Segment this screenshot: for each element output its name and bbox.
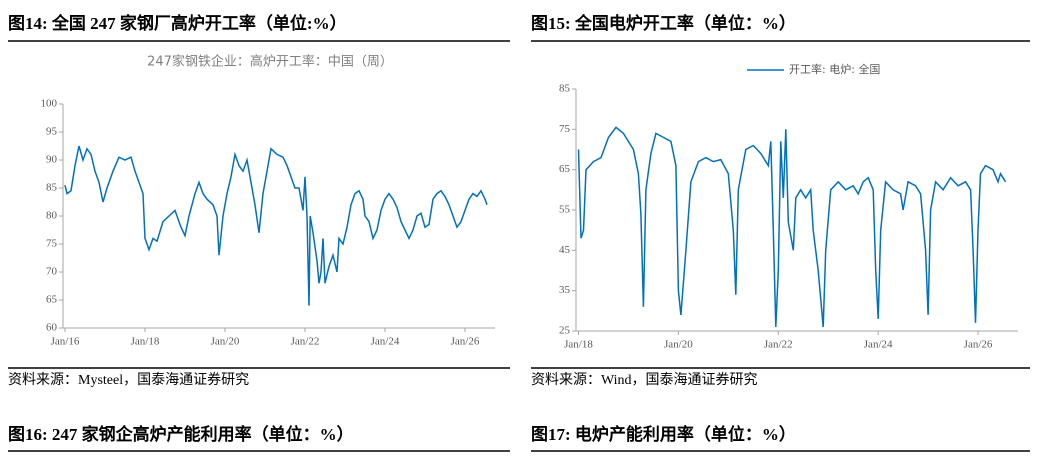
y-tick-label: 25 bbox=[559, 325, 571, 337]
x-tick-label: Jan/24 bbox=[864, 339, 893, 351]
data-line bbox=[64, 145, 488, 306]
y-tick-label: 85 bbox=[46, 182, 58, 194]
y-tick-label: 35 bbox=[559, 284, 571, 296]
y-tick-label: 95 bbox=[46, 126, 58, 138]
y-tick-label: 90 bbox=[46, 154, 58, 166]
y-tick-label: 100 bbox=[41, 98, 58, 110]
x-tick-label: Jan/20 bbox=[211, 336, 240, 348]
source: 资料来源：Mysteel，国泰海通证券研究 bbox=[8, 372, 249, 388]
y-tick-label: 60 bbox=[46, 322, 58, 334]
y-tick-label: 85 bbox=[559, 83, 571, 95]
x-tick-label: Jan/16 bbox=[51, 336, 80, 348]
y-tick-label: 55 bbox=[559, 204, 571, 216]
y-tick-label: 75 bbox=[46, 238, 58, 250]
y-tick-label: 65 bbox=[46, 294, 58, 306]
legend-label: 开工率: 电炉: 全国 bbox=[789, 62, 880, 76]
figure-title: 图17: 电炉产能利用率（单位：%） bbox=[531, 424, 796, 444]
figure-title: 图14: 全国 247 家钢厂高炉开工率（单位:%） bbox=[8, 13, 347, 33]
x-tick-label: Jan/18 bbox=[131, 336, 160, 348]
x-tick-label: Jan/22 bbox=[764, 339, 793, 351]
figure-title: 图16: 247 家钢企高炉产能利用率（单位：%） bbox=[8, 424, 354, 444]
data-line bbox=[577, 126, 1007, 328]
figure-title: 图15: 全国电炉开工率（单位：%） bbox=[531, 13, 796, 33]
source: 资料来源：Wind，国泰海通证券研究 bbox=[531, 372, 758, 388]
x-tick-label: Jan/18 bbox=[564, 339, 593, 351]
x-tick-label: Jan/22 bbox=[291, 336, 320, 348]
x-tick-label: Jan/26 bbox=[964, 339, 993, 351]
y-tick-label: 70 bbox=[46, 266, 58, 278]
x-tick-label: Jan/24 bbox=[371, 336, 400, 348]
x-tick-label: Jan/20 bbox=[664, 339, 693, 351]
chart-subtitle: 247家钢铁企业：高炉开工率：中国（周） bbox=[147, 54, 393, 70]
x-tick-label: Jan/26 bbox=[451, 336, 480, 348]
y-tick-label: 75 bbox=[559, 123, 571, 135]
y-tick-label: 65 bbox=[559, 163, 571, 175]
y-tick-label: 45 bbox=[559, 244, 571, 256]
y-tick-label: 80 bbox=[46, 210, 58, 222]
